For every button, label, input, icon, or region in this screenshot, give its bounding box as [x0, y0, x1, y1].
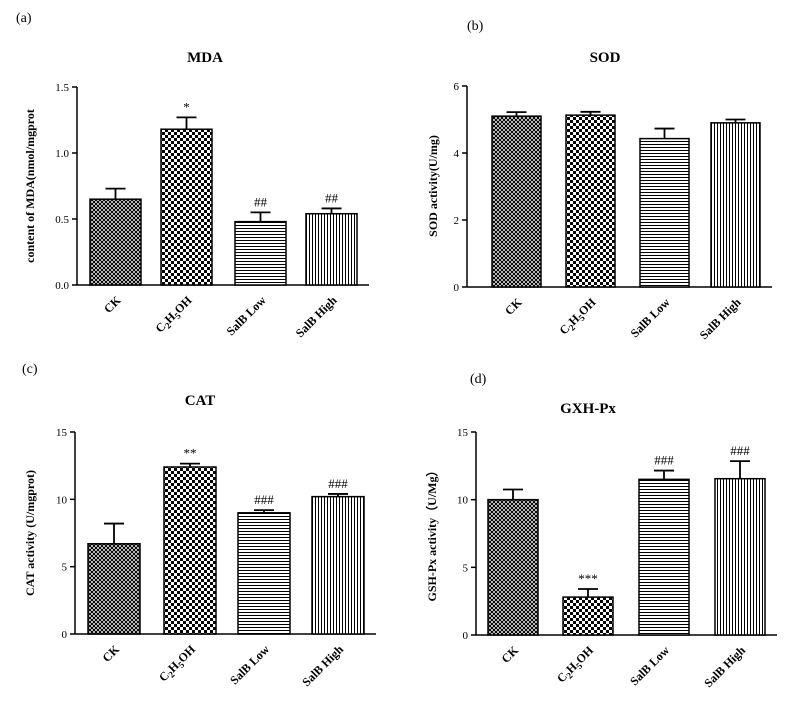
y-tick-label: 0	[62, 629, 68, 641]
chart-title: MDA	[187, 50, 223, 66]
y-axis-label: CAT activity (U/mgprot)	[23, 470, 37, 596]
bar-salb-high	[710, 122, 761, 288]
chart-title: GXH-Px	[560, 401, 616, 417]
x-tick-label: SalB High	[701, 643, 748, 690]
x-tick-label: SalB Low	[227, 642, 272, 687]
bar-salb-high	[714, 477, 766, 636]
bar-ck	[487, 498, 539, 636]
x-tick-label: C2H5OH	[554, 643, 598, 687]
y-tick-label: 1.0	[55, 148, 69, 160]
y-axis-label: content of MDA(nmol/mgprot	[23, 109, 37, 263]
y-tick-label: 4	[454, 148, 460, 160]
panel-b: (b) SOD SOD activity(U/mg) 0 2 4 6 CK C2H5OH S…	[426, 19, 772, 342]
x-tick-label: CK	[99, 642, 122, 665]
y-axis-label: SOD activity(U/mg)	[426, 135, 440, 237]
y-tick-label: 6	[454, 81, 460, 93]
significance-label: ###	[254, 492, 274, 507]
bar-c2h5oh	[160, 128, 213, 286]
bar-salb-low	[639, 137, 690, 288]
x-tick-label: C2H5OH	[556, 295, 600, 339]
plot-area: 0 5 10 15 CK *** C2H5OH ### SalB Low ### SalB High	[457, 427, 777, 690]
panel-label: (d)	[470, 372, 487, 387]
significance-label: ###	[654, 453, 674, 468]
x-tick-label: CK	[101, 293, 124, 316]
x-tick-label: C2H5OH	[152, 293, 196, 337]
y-tick-label: 5	[62, 562, 68, 574]
chart-title: CAT	[185, 393, 216, 409]
panel-label: (a)	[16, 11, 32, 26]
significance-label: ***	[578, 571, 598, 586]
x-tick-label: SalB High	[697, 295, 744, 342]
plot-area: 0 5 10 15 CK ** C2H5OH ### SalB Low ### SalB High	[56, 427, 376, 689]
y-tick-label: 15	[56, 427, 68, 439]
x-tick-label: SalB Low	[627, 643, 672, 688]
panel-a: (a) MDA content of MDA(nmol/mgprot 0.00.…	[16, 11, 369, 340]
bar-salb-low	[638, 478, 690, 636]
y-tick-label: 1.5	[55, 82, 69, 94]
panel-label: (b)	[467, 19, 484, 34]
significance-label: ###	[730, 443, 750, 458]
y-tick-label: 2	[454, 215, 460, 227]
x-tick-label: SalB Low	[224, 293, 269, 338]
significance-label: **	[184, 446, 197, 461]
bar-salb-high	[311, 495, 365, 635]
bar-c2h5oh	[163, 466, 217, 635]
bar-salb-low	[234, 220, 287, 286]
significance-label: ##	[254, 194, 268, 209]
y-tick-label: 0.0	[55, 280, 69, 292]
y-tick-label: 0	[463, 630, 469, 642]
y-tick-label: 0.5	[55, 214, 69, 226]
y-tick-label: 10	[457, 495, 469, 507]
bar-salb-low	[237, 512, 291, 635]
x-tick-label: SalB Low	[628, 295, 673, 340]
y-tick-label: 10	[56, 494, 68, 506]
bar-ck	[87, 543, 141, 635]
panel-c: (c) CAT CAT activity (U/mgprot) 0 5 10 15 CK…	[22, 362, 376, 689]
bar-ck	[491, 115, 542, 288]
significance-label: *	[183, 99, 190, 114]
bar-ck	[89, 198, 142, 286]
bar-c2h5oh	[562, 596, 614, 636]
y-tick-label: 15	[457, 427, 469, 439]
x-tick-label: CK	[502, 295, 525, 318]
significance-label: ###	[328, 476, 348, 491]
chart-title: SOD	[590, 50, 621, 66]
panel-d: (d) GXH-Px GSH-Px activity（U/Mg） 0 5 10 15 C…	[424, 372, 777, 690]
bar-c2h5oh	[565, 114, 616, 288]
x-tick-label: CK	[498, 643, 521, 666]
plot-area: 0.0 0.5 1.0 1.5 CK * C2H5OH ## SalB Low ## SalB Hi…	[55, 82, 369, 340]
y-axis-label: GSH-Px activity（U/Mg）	[424, 465, 439, 602]
y-tick-label: 0	[454, 282, 460, 294]
significance-label: ##	[325, 190, 339, 205]
panel-label: (c)	[22, 362, 38, 377]
plot-area: 0 2 4 6 CK C2H5OH SalB Low SalB High	[454, 81, 772, 342]
x-tick-label: SalB High	[299, 642, 346, 689]
bar-salb-high	[305, 212, 358, 286]
x-tick-label: C2H5OH	[156, 642, 200, 686]
y-tick-label: 5	[463, 562, 469, 574]
x-tick-label: SalB High	[293, 293, 340, 340]
